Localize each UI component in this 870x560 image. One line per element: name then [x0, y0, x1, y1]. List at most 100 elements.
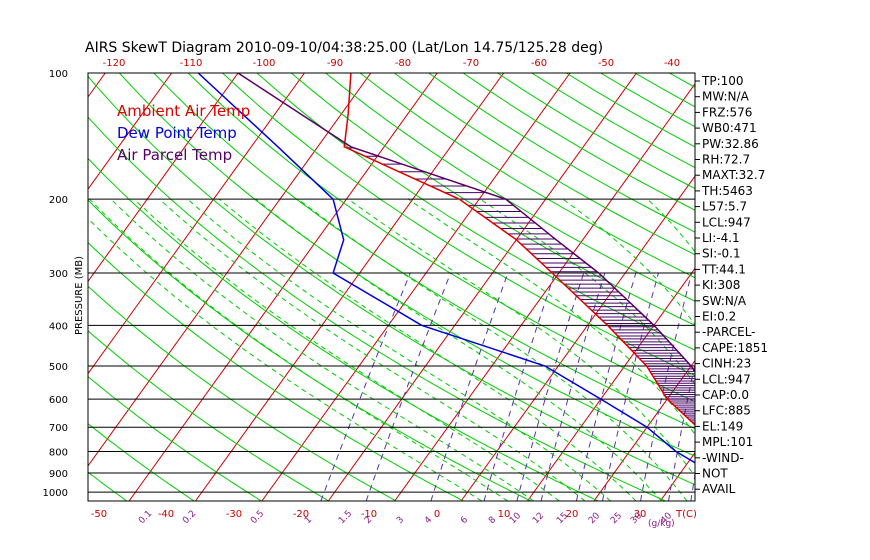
isotherm-line [195, 73, 505, 501]
stability-index-label: MAXT:32.7 [702, 168, 765, 182]
dry-adiabat-line [394, 73, 695, 256]
legend-dew-point-temp: Dew Point Temp [117, 124, 237, 142]
top-axis-tick-label: -110 [180, 58, 203, 69]
dry-adiabat-line [88, 157, 599, 501]
mixing-ratio-label: 6 [459, 515, 470, 526]
stability-index-label: TT:44.1 [701, 262, 746, 276]
bottom-axis-tick-label: -50 [91, 509, 107, 520]
isotherm-line [88, 73, 173, 191]
mixing-ratio-line [668, 361, 695, 501]
top-axis-tick-label: -80 [395, 58, 411, 69]
dry-adiabat-line [88, 75, 695, 486]
dew-point-temp-line [197, 73, 695, 465]
stability-index-label: CAPE:1851 [702, 341, 768, 355]
y-tick-label: 300 [49, 269, 68, 280]
dry-adiabat-line [256, 73, 695, 351]
stability-index-label: -WIND- [702, 451, 744, 465]
isotherm-line [593, 359, 695, 501]
mixing-ratio-label: 2 [363, 515, 374, 526]
moist-adiabat-line [133, 198, 560, 501]
dry-adiabat-line [187, 73, 695, 403]
top-axis-tick-label: -40 [664, 58, 680, 69]
y-axis-title: PRESSURE (MB) [74, 256, 85, 335]
y-tick-label: 900 [49, 469, 68, 480]
stability-index-label: FRZ:576 [702, 105, 752, 119]
isotherm-line [460, 175, 695, 501]
moist-adiabat-line [89, 198, 508, 501]
dry-adiabat-line [359, 73, 695, 279]
stability-index-label: CAP:0.0 [702, 388, 749, 402]
top-axis-tick-label: -50 [598, 58, 614, 69]
dry-adiabat-line [88, 330, 330, 501]
isotherm-line [88, 73, 239, 283]
stability-index-label: LFC:885 [702, 404, 751, 418]
stability-index-label: WB0:471 [702, 121, 757, 135]
isotherm-line [128, 73, 438, 501]
mixing-ratio-line [540, 272, 606, 501]
moist-adiabat-line [562, 198, 695, 326]
bottom-axis-tick-label: 30 [634, 509, 647, 520]
mixing-ratio-line [320, 272, 411, 501]
ambient-air-temp-line [343, 73, 695, 426]
stability-index-label: AVAIL [702, 482, 736, 496]
y-tick-label: 1000 [43, 488, 68, 499]
bottom-axis-tick-label: -40 [158, 509, 174, 520]
bottom-axis-tick-label: 10 [498, 509, 511, 520]
legend: Ambient Air Temp Dew Point Temp Air Parc… [117, 102, 250, 164]
dry-adiabat-line [88, 285, 397, 501]
cape-hatch [346, 147, 695, 426]
bottom-axis-tick-label: -30 [226, 509, 242, 520]
dry-adiabat-line [325, 73, 695, 302]
dry-adiabat-line [88, 242, 464, 501]
mixing-ratio-unit: (g/kg) [648, 519, 675, 529]
stability-index-label: SI:-0.1 [702, 247, 741, 261]
moist-adiabat-line [255, 198, 662, 501]
stability-index-label: EL:149 [702, 419, 743, 433]
isotherm-line [327, 73, 637, 501]
stability-index-label: MPL:101 [702, 435, 753, 449]
y-tick-label: 800 [49, 448, 68, 459]
stability-index-label: LCL:947 [702, 372, 751, 386]
stability-index-label: EI:0.2 [702, 310, 736, 324]
stability-index-label: RH:72.7 [702, 153, 750, 167]
isotherm-line [88, 73, 372, 467]
stability-index-label: NOT [702, 467, 728, 481]
mixing-ratio-line [483, 272, 556, 501]
mixing-ratio-label: 4 [423, 515, 434, 526]
dry-adiabat-line [290, 73, 695, 326]
axis-labels: PRESSURE (MB) 10020030040050060070080090… [43, 58, 697, 529]
top-axis-tick-label: -120 [103, 58, 126, 69]
bottom-axis-unit: T(C) [675, 509, 697, 520]
stability-index-label: SW:N/A [702, 294, 747, 308]
mixing-ratio-line [640, 272, 693, 501]
bottom-axis-tick-label: -20 [293, 509, 309, 520]
moist-adiabat-line [187, 198, 611, 501]
isotherm-line [261, 73, 571, 501]
stability-index-label: -PARCEL- [702, 325, 756, 339]
y-tick-label: 100 [49, 69, 68, 80]
dry-adiabat-line [88, 422, 195, 501]
stability-index-label: LCL:947 [702, 215, 751, 229]
mixing-ratio-label: 8 [487, 515, 498, 526]
isotherm-line [88, 73, 305, 375]
isotherm-line [527, 267, 695, 501]
mixing-ratio-label: 1 [303, 515, 314, 526]
legend-air-parcel-temp: Air Parcel Temp [117, 146, 232, 164]
moist-adiabat-line [110, 198, 534, 501]
bottom-axis-tick-label: -10 [361, 509, 377, 520]
y-tick-label: 500 [49, 362, 68, 373]
bottom-axis-tick-label: 20 [566, 509, 579, 520]
plot-frame [87, 72, 696, 502]
stability-index-label: PW:32.86 [702, 137, 759, 151]
stability-index-label: LI:-4.1 [702, 231, 740, 245]
stability-index-label: TH:5463 [701, 184, 753, 198]
dry-adiabat-line [222, 73, 695, 377]
stability-index-label: L57:5.7 [702, 200, 747, 214]
dry-adiabat-line [88, 199, 532, 501]
top-axis-tick-label: -100 [253, 58, 276, 69]
y-tick-label: 400 [49, 321, 68, 332]
mixing-ratio-line [516, 272, 585, 501]
profiles [197, 73, 695, 465]
dry-adiabat-line [119, 73, 695, 457]
